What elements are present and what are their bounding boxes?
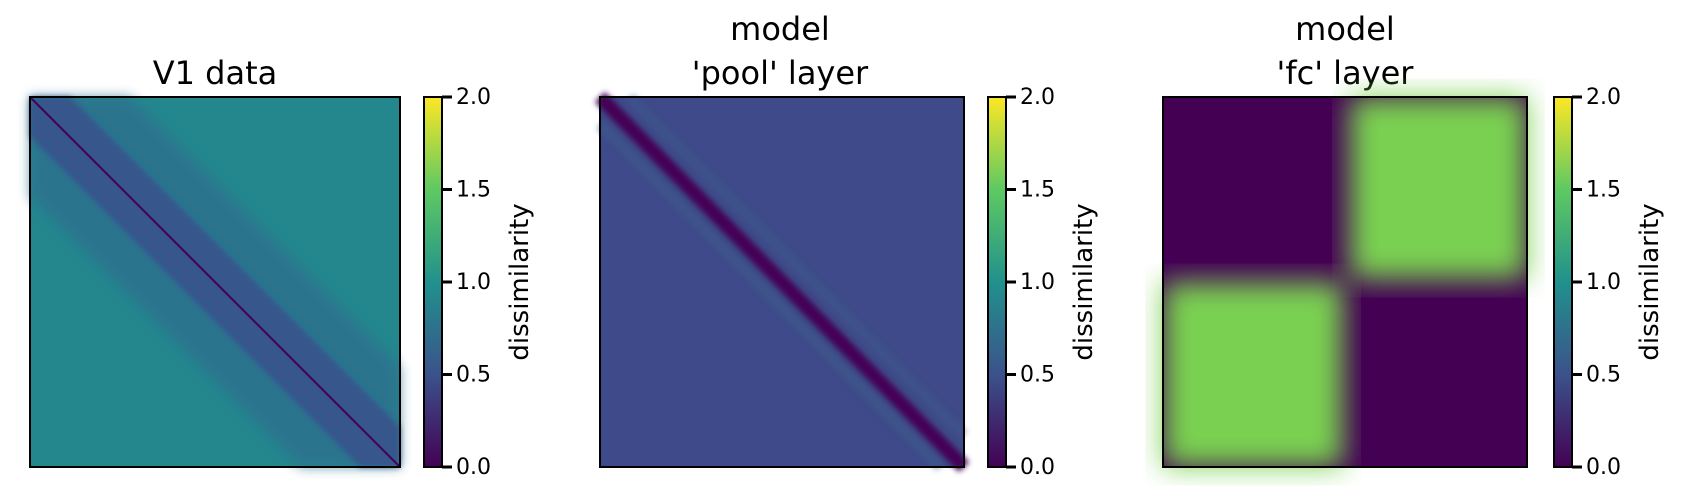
colorbar-tick-label: 2.0 [456, 85, 491, 110]
colorbar-gradient [423, 96, 443, 468]
colorbar-pool: 0.0 0.5 1.0 1.5 2.0 dissimilarity [987, 85, 1099, 480]
panel-v1: V1 data 0.0 0.5 1.0 1 [29, 54, 535, 480]
panel-title: 'pool' layer [692, 54, 869, 92]
colorbar-tick-label: 0.5 [1586, 363, 1621, 388]
heatmap-v1 [29, 96, 401, 468]
colorbar-tick-label: 0.0 [1020, 455, 1055, 480]
panel-title: model [730, 10, 830, 48]
panel-title: V1 data [153, 54, 278, 92]
colorbar-tick-label: 2.0 [1020, 85, 1055, 110]
heatmap-block [1163, 282, 1343, 467]
colorbar-tick-label: 0.0 [1586, 455, 1621, 480]
heatmap-block [1350, 97, 1527, 279]
colorbar-label: dissimilarity [505, 203, 535, 360]
heatmap-frame [1162, 96, 1528, 468]
heatmap-ghost-line [596, 121, 944, 471]
colorbar-tick-label: 0.0 [456, 455, 491, 480]
panel-title: model [1295, 10, 1395, 48]
colorbar-tick-label: 1.0 [456, 270, 491, 295]
colorbar-fc: 0.0 0.5 1.0 1.5 2.0 dissimilarity [1553, 85, 1665, 480]
colorbar-tick-label: 1.5 [1586, 178, 1621, 203]
heatmap-fc [1162, 96, 1528, 468]
colorbar-v1: 0.0 0.5 1.0 1.5 2.0 dissimilarity [423, 85, 535, 480]
colorbar-label: dissimilarity [1635, 203, 1665, 360]
panel-pool: model 'pool' layer 0.0 0.5 [595, 10, 1099, 480]
heatmap-pool [595, 92, 969, 472]
heatmap-frame [29, 96, 401, 468]
colorbar-ticks: 0.0 0.5 1.0 1.5 2.0 [442, 85, 491, 480]
colorbar-gradient [1553, 96, 1573, 468]
colorbar-tick-label: 1.5 [1020, 178, 1055, 203]
colorbar-tick-label: 1.0 [1586, 270, 1621, 295]
colorbar-gradient [987, 96, 1007, 468]
heatmap-diagonal [29, 96, 401, 468]
colorbar-tick-label: 0.5 [456, 363, 491, 388]
panel-fc: model 'fc' layer 0.0 0.5 1.0 [1162, 10, 1665, 480]
colorbar-label: dissimilarity [1069, 203, 1099, 360]
colorbar-ticks: 0.0 0.5 1.0 1.5 2.0 [1006, 85, 1055, 480]
colorbar-tick-label: 1.5 [456, 178, 491, 203]
heatmap-frame [599, 96, 965, 468]
panel-title: 'fc' layer [1277, 54, 1415, 92]
colorbar-ticks: 0.0 0.5 1.0 1.5 2.0 [1572, 85, 1621, 480]
colorbar-tick-label: 2.0 [1586, 85, 1621, 110]
colorbar-tick-label: 0.5 [1020, 363, 1055, 388]
colorbar-tick-label: 1.0 [1020, 270, 1055, 295]
heatmap-ghost-line [626, 93, 968, 439]
heatmap-diagonal [595, 92, 969, 472]
